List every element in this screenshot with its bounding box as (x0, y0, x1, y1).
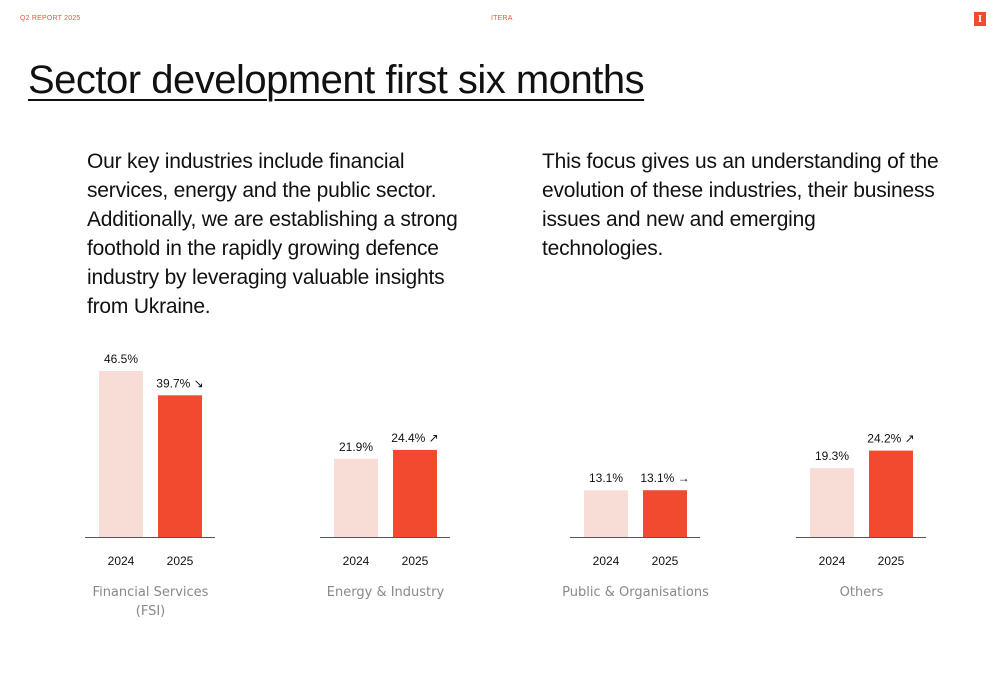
bar-2025 (643, 490, 687, 537)
year-tick-label: 2025 (402, 554, 429, 568)
bar-value-label: 21.9% (339, 440, 373, 454)
bar-2024 (334, 458, 378, 537)
company-name: ITERA (491, 15, 513, 22)
sector-category-label: Public & Organisations (562, 585, 709, 600)
bar-2025 (393, 449, 437, 537)
sector-category-label: Energy & Industry (327, 585, 445, 600)
bar-value-label: 39.7% ↘ (156, 376, 203, 390)
bar-value-label: 13.1% → (640, 471, 689, 485)
bar-2025 (158, 395, 202, 537)
year-tick-label: 2025 (167, 554, 194, 568)
year-tick-label: 2024 (593, 554, 620, 568)
bar-value-label: 24.2% ↗ (867, 432, 914, 446)
bar-value-label: 13.1% (589, 471, 623, 485)
company-logo-icon: I (974, 12, 986, 26)
bar-2025 (869, 450, 913, 537)
year-tick-label: 2024 (108, 554, 135, 568)
logo-letter: I (977, 13, 983, 25)
report-label: Q2 REPORT 2025 (20, 15, 81, 22)
intro-paragraph-right: This focus gives us an understanding of … (542, 150, 939, 260)
sector-category-label: Financial Services (93, 585, 209, 600)
page-title: Sector development first six months (28, 58, 645, 102)
sector-category-label: (FSI) (136, 604, 165, 619)
sector-category-label: Others (840, 585, 884, 600)
bar-value-label: 24.4% ↗ (391, 431, 438, 445)
bar-value-label: 46.5% (104, 352, 138, 366)
bar-2024 (584, 490, 628, 537)
year-tick-label: 2024 (819, 554, 846, 568)
year-tick-label: 2024 (343, 554, 370, 568)
bar-2024 (99, 371, 143, 537)
bar-value-label: 19.3% (815, 449, 849, 463)
intro-paragraph-left: Our key industries include financial ser… (87, 150, 458, 318)
year-tick-label: 2025 (652, 554, 679, 568)
bar-2024 (810, 468, 854, 537)
year-tick-label: 2025 (878, 554, 905, 568)
